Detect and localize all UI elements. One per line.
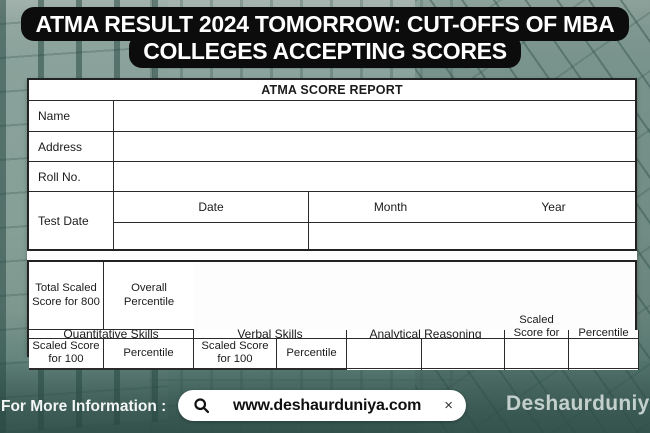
score-cell-empty: [104, 368, 194, 370]
date-value-date: [114, 223, 309, 249]
group-header-quantitative: Quantitative Skills: [29, 327, 194, 341]
score-cell-empty: [422, 368, 505, 370]
website-search-pill[interactable]: www.deshaurduniya.com ×: [178, 390, 466, 421]
subheader-analytical-scaled: Scaled Score for 100: [194, 339, 277, 369]
group-header-verbal: Verbal Skills: [194, 327, 347, 341]
score-cell-empty: [505, 339, 569, 369]
field-value-roll-no: [114, 162, 635, 192]
field-value-name: [114, 101, 635, 132]
website-url-text: www.deshaurduniya.com: [233, 396, 422, 414]
group-header-analytical: Analytical Reasoning: [347, 327, 505, 341]
field-label-name: Name: [29, 101, 114, 132]
headline-line-1: ATMA RESULT 2024 TOMORROW: CUT-OFFS OF M…: [21, 7, 629, 41]
field-label-address: Address: [29, 132, 114, 162]
score-cell-empty: [194, 368, 277, 370]
score-cell-empty: [347, 339, 422, 369]
header-total-scaled-800: Total Scaled Score for 800: [29, 262, 104, 330]
date-header-date: Date: [114, 192, 309, 223]
score-cell-empty: [29, 368, 104, 370]
score-report-table: ATMA SCORE REPORT Name Address Roll No. …: [27, 78, 637, 251]
subheader-verbal-scaled: Scaled Score for 100: [29, 339, 104, 369]
watermark-text: Deshaurduniya.c: [506, 392, 650, 415]
date-header-month-year: Month Year: [309, 192, 635, 223]
score-report-title: ATMA SCORE REPORT: [29, 80, 635, 101]
score-cell-empty: [505, 368, 569, 370]
score-cell-empty: [569, 368, 639, 370]
score-report-sheet: ATMA SCORE REPORT Name Address Roll No. …: [27, 78, 639, 370]
field-label-test-date: Test Date: [29, 192, 114, 249]
score-cell-empty: [347, 368, 422, 370]
skills-score-table: Quantitative Skills Verbal Skills Analyt…: [27, 260, 639, 370]
date-value-month-year: [309, 223, 635, 249]
header-overall-percentile: Overall Percentile: [104, 262, 194, 330]
subheader-quant-scaled: Scaled Score for 100: [505, 314, 569, 353]
subheader-verbal-percentile: Percentile: [104, 339, 194, 369]
search-icon: [193, 397, 210, 414]
field-label-roll-no: Roll No.: [29, 162, 114, 192]
subheader-quant-percentile: Percentile: [569, 327, 639, 339]
more-information-label: For More Information :: [1, 398, 167, 415]
date-header-year: Year: [541, 200, 566, 214]
field-value-address: [114, 132, 635, 162]
score-cell-empty: [569, 339, 639, 369]
x-close-icon[interactable]: ×: [444, 397, 453, 414]
score-cell-empty: [277, 368, 347, 370]
headline-line-2: COLLEGES ACCEPTING SCORES: [129, 34, 521, 68]
score-cell-empty: [422, 339, 505, 369]
headline-banner: ATMA RESULT 2024 TOMORROW: CUT-OFFS OF M…: [0, 7, 650, 68]
date-header-month: Month: [373, 200, 408, 214]
subheader-analytical-percentile: Percentile: [277, 339, 347, 369]
